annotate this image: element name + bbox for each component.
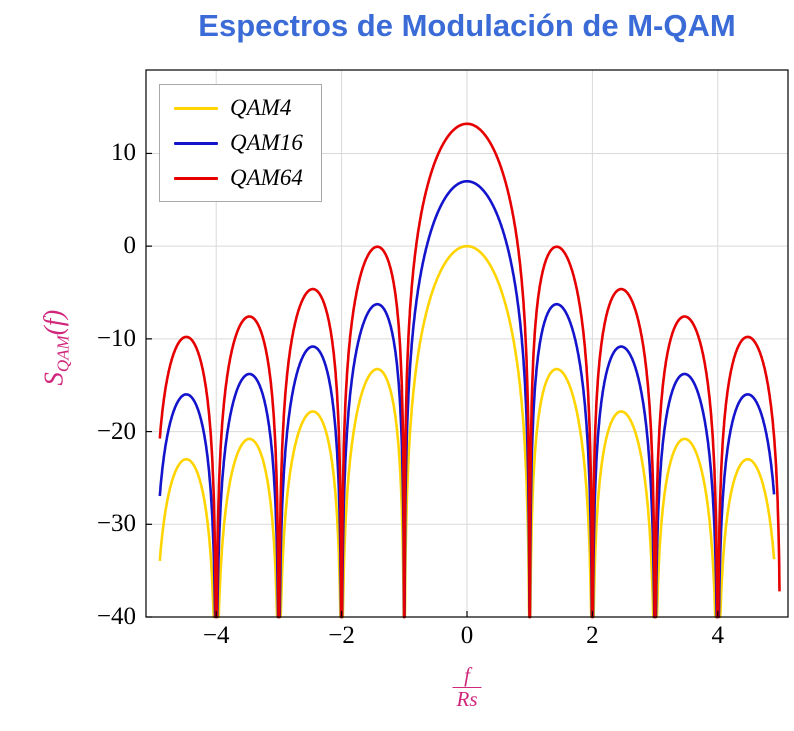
x-axis-label-denominator: Rs <box>452 687 482 711</box>
x-tick-label: −4 <box>202 622 230 649</box>
x-axis-label-numerator: f <box>464 663 470 687</box>
legend-label-qam16: QAM16 <box>230 130 303 155</box>
y-axis-label-sub: QAM <box>53 335 73 373</box>
y-tick-label: −10 <box>96 324 136 352</box>
y-axis-label: SQAM(f) <box>38 258 73 438</box>
series-line-qam4 <box>158 244 776 619</box>
legend-item-qam16: QAM16 <box>174 130 303 156</box>
x-tick-label: 4 <box>711 622 725 649</box>
x-tick-label: 2 <box>586 622 599 649</box>
legend: QAM4 QAM16 QAM64 <box>159 84 322 202</box>
y-axis-label-main: S <box>38 372 69 386</box>
chart-title: Espectros de Modulación de M-QAM <box>198 8 736 43</box>
y-tick-label: −30 <box>96 510 136 538</box>
series-line-qam16 <box>158 180 776 619</box>
legend-line-qam64-icon <box>174 176 218 180</box>
legend-label-qam4: QAM4 <box>230 95 292 120</box>
legend-line-qam16-icon <box>174 141 218 145</box>
legend-label-qam64: QAM64 <box>230 165 303 190</box>
x-tick-label: −2 <box>328 622 355 649</box>
x-axis-label: f Rs <box>452 663 482 711</box>
y-tick-label: 10 <box>111 139 136 167</box>
y-tick-label: −40 <box>96 603 136 630</box>
y-tick-label: 0 <box>123 232 137 260</box>
legend-item-qam64: QAM64 <box>174 165 303 191</box>
legend-item-qam4: QAM4 <box>174 95 303 121</box>
x-tick-label: 0 <box>460 622 474 649</box>
series-line-qam64 <box>158 122 781 619</box>
legend-line-qam4-icon <box>174 106 218 110</box>
y-tick-label: −20 <box>96 417 136 445</box>
y-axis-label-rest: (f) <box>38 309 69 336</box>
